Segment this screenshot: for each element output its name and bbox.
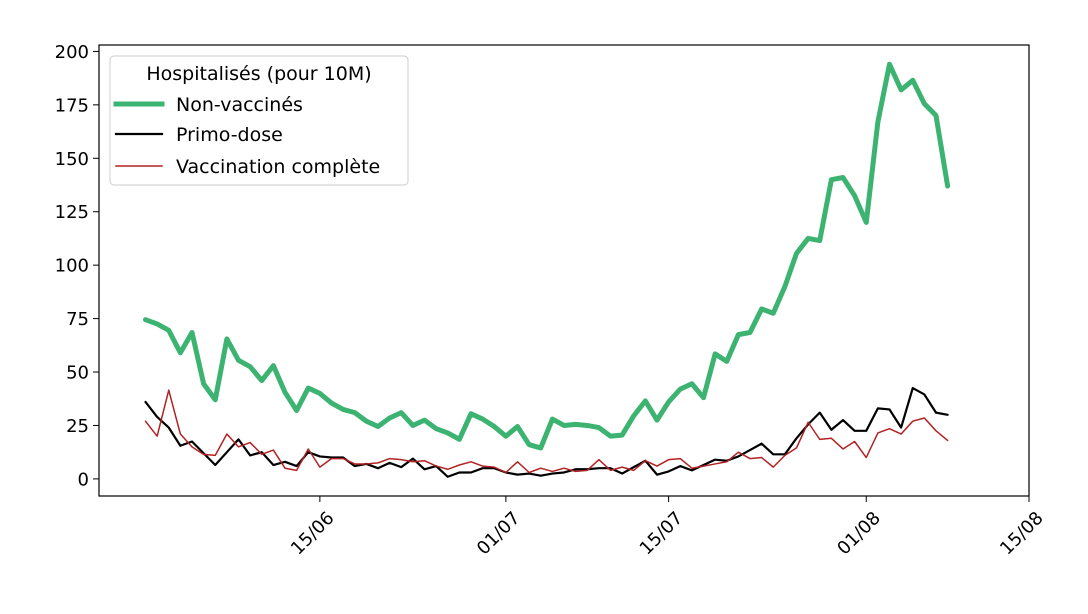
series-line-primo-dose: [144, 386, 949, 478]
y-tick-label: 200: [55, 42, 89, 63]
legend: Hospitalisés (pour 10M) Non-vaccinés Pri…: [109, 55, 409, 186]
y-tick-label: 25: [66, 416, 89, 437]
legend-title: Hospitalisés (pour 10M): [146, 63, 371, 85]
y-tick-label: 150: [55, 149, 89, 170]
y-tick-label: 50: [66, 363, 89, 384]
legend-box: [109, 55, 409, 186]
series-line-non-vaccines: [143, 61, 951, 451]
y-tick-label: 75: [66, 309, 89, 330]
y-tick-label: 100: [55, 256, 89, 277]
y-tick-label: 175: [55, 95, 89, 116]
y-tick-label: 125: [55, 202, 89, 223]
y-tick-label: 0: [78, 469, 89, 490]
legend-label-non-vaccines: Non-vaccinés: [176, 94, 303, 116]
legend-label-primo-dose: Primo-dose: [176, 124, 283, 146]
series-layer: [143, 61, 951, 478]
plot-frame: [98, 44, 1030, 497]
legend-label-vaccination-complete: Vaccination complète: [176, 156, 380, 178]
series-line-vaccination-complete: [144, 389, 949, 474]
